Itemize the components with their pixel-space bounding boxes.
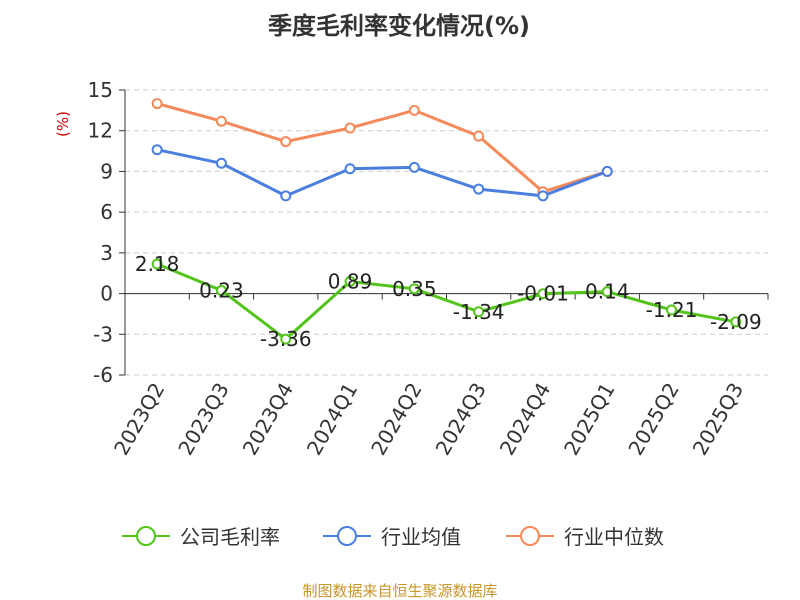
source-note: 制图数据来自恒生聚源数据库 — [302, 582, 497, 600]
series-point — [215, 157, 227, 169]
series-line — [156, 148, 608, 198]
series-point — [601, 286, 613, 298]
data-label: -1.34 — [453, 300, 505, 324]
axes — [119, 89, 769, 376]
series-point — [280, 333, 292, 345]
series-point — [344, 122, 356, 134]
series-point — [280, 136, 292, 148]
legend-label: 公司毛利率 — [180, 525, 280, 549]
x-tick-label: 2024Q3 — [431, 379, 491, 460]
series-point — [730, 316, 742, 328]
series-point — [151, 144, 163, 156]
data-label: -3.36 — [260, 327, 312, 351]
data-label: -0.01 — [517, 282, 569, 306]
series-point — [344, 275, 356, 287]
data-label: 0.35 — [392, 277, 437, 301]
series-point — [537, 288, 549, 300]
series-point — [151, 258, 163, 270]
x-tick-label: 2024Q1 — [302, 379, 362, 460]
series-point — [215, 115, 227, 127]
series-point — [344, 163, 356, 175]
series-point — [537, 190, 549, 202]
x-tick-label: 2023Q3 — [173, 379, 233, 460]
series-point — [215, 284, 227, 296]
y-tick-label: 3 — [100, 241, 113, 265]
x-tick-label: 2025Q2 — [623, 379, 683, 460]
y-axis-label: (%) — [54, 111, 72, 137]
y-tick-label: -6 — [93, 363, 113, 387]
data-label: 0.89 — [328, 269, 373, 293]
series-point — [408, 161, 420, 173]
legend-marker — [136, 526, 156, 546]
legend-marker — [520, 526, 540, 546]
x-tick-label: 2025Q3 — [688, 379, 748, 460]
chart-title: 季度毛利率变化情况(%) — [268, 12, 530, 40]
series-point — [601, 165, 613, 177]
x-tick-label: 2023Q2 — [109, 379, 169, 460]
data-label: 0.23 — [199, 278, 244, 302]
legend-label: 行业中位数 — [564, 525, 664, 549]
legend: 公司毛利率 行业均值 行业中位数 — [122, 525, 664, 549]
x-tick-label: 2024Q2 — [366, 379, 426, 460]
series-point — [666, 304, 678, 316]
series-line — [156, 262, 737, 341]
series-layer — [151, 98, 742, 345]
y-tick-label: 15 — [88, 78, 113, 102]
data-label: 0.14 — [585, 280, 630, 304]
series-point — [473, 183, 485, 195]
y-tick-label: 6 — [100, 200, 113, 224]
y-tick-labels: 15 12 9 6 3 0 -3 -6 — [88, 78, 113, 387]
y-tick-label: 0 — [100, 282, 113, 306]
series-point — [473, 306, 485, 318]
series-line — [156, 102, 608, 194]
x-tick-label: 2025Q1 — [559, 379, 619, 460]
y-tick-label: -3 — [93, 322, 113, 346]
series-point — [408, 283, 420, 295]
series-point — [473, 130, 485, 142]
x-tick-labels: 2023Q2 2023Q3 2023Q4 2024Q1 2024Q2 2024Q3 2024… — [109, 379, 748, 460]
x-tick-label: 2023Q4 — [238, 379, 298, 460]
series-point — [151, 98, 163, 110]
y-tick-label: 9 — [100, 159, 113, 183]
data-label: -1.21 — [646, 298, 698, 322]
legend-label: 行业均值 — [381, 525, 461, 549]
data-label: 2.18 — [135, 252, 180, 276]
x-tick-label: 2024Q4 — [495, 379, 555, 460]
grid-lines — [125, 89, 768, 376]
legend-marker — [337, 526, 357, 546]
data-labels: 2.18 0.23 -3.36 0.89 0.35 -1.34 -0.01 0.14 -1.21… — [135, 252, 762, 351]
series-point — [408, 104, 420, 116]
y-tick-label: 12 — [88, 119, 113, 143]
series-point — [280, 190, 292, 202]
data-label: -2.09 — [710, 310, 762, 334]
